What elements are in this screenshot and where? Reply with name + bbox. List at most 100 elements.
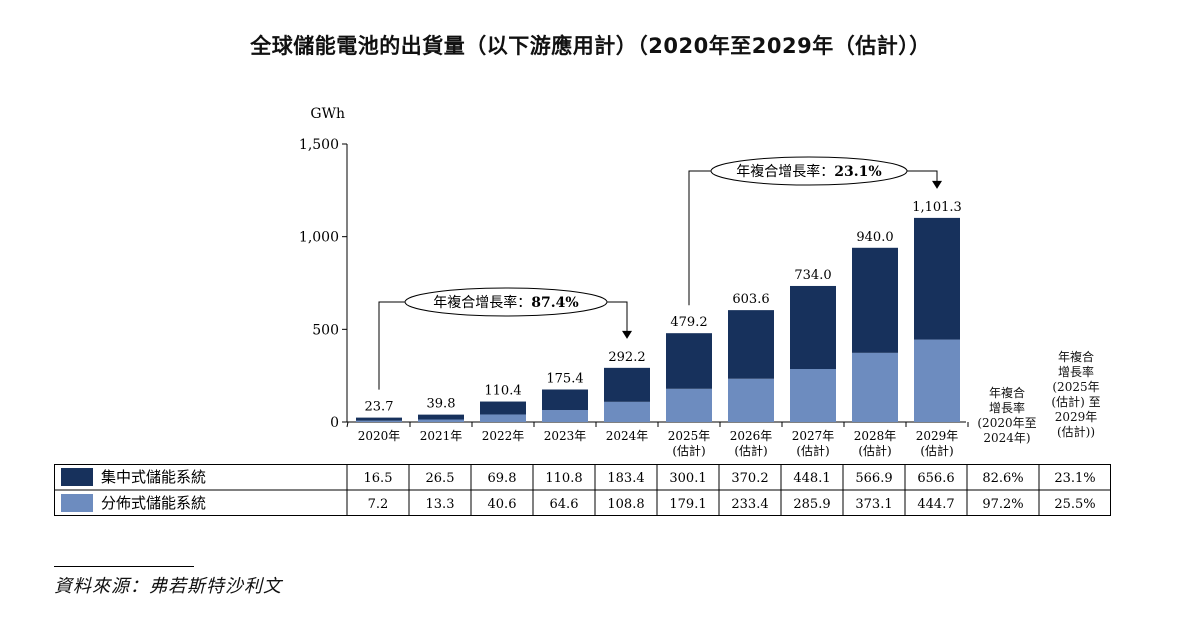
y-tick-label: 1,500 bbox=[299, 137, 339, 153]
y-tick-label: 500 bbox=[312, 322, 339, 338]
x-tick-label: 2022年 bbox=[482, 429, 525, 443]
cagr-bracket-left bbox=[688, 170, 711, 306]
table-cell: 64.6 bbox=[550, 497, 579, 512]
bar-total-label: 39.8 bbox=[427, 397, 456, 412]
source-note: 資料來源：弗若斯特沙利文 bbox=[54, 576, 282, 597]
x-tick-label: 2028年 bbox=[854, 429, 897, 443]
bar-total-label: 175.4 bbox=[546, 371, 583, 386]
y-tick-label: 0 bbox=[330, 415, 339, 431]
table-cell: 448.1 bbox=[793, 471, 830, 486]
bar-distributed-2025年 bbox=[666, 388, 712, 422]
table-cell: 370.2 bbox=[731, 471, 768, 486]
x-tick-label: 2021年 bbox=[420, 429, 463, 443]
bar-total-label: 940.0 bbox=[856, 230, 893, 245]
cagr-header-line: (估計)) bbox=[1056, 425, 1096, 439]
table-cell: 300.1 bbox=[669, 471, 706, 486]
x-tick-sublabel: (估計) bbox=[920, 443, 953, 458]
table-cell-cagr: 23.1% bbox=[1054, 471, 1095, 486]
x-tick-label: 2029年 bbox=[916, 429, 959, 443]
bar-centralized-2028年 bbox=[852, 247, 898, 353]
cagr-header-line: 年複合 bbox=[1057, 350, 1094, 364]
bar-total-label: 1,101.3 bbox=[912, 200, 962, 215]
cagr-header-line: 2029年 bbox=[1054, 410, 1098, 424]
bar-distributed-2026年 bbox=[728, 378, 774, 422]
cagr-header-line: (估計) 至 bbox=[1051, 395, 1101, 409]
data-table: 集中式儲能系統 16.5 26.5 69.8 110.8 183.4 300.1 370.2 4… bbox=[54, 464, 1111, 516]
cagr-header-line: 2024年) bbox=[983, 431, 1031, 445]
bar-total-label: 110.4 bbox=[484, 384, 521, 399]
cagr-arrowhead bbox=[622, 330, 632, 339]
table-cell: 285.9 bbox=[793, 497, 830, 512]
table-cell: 233.4 bbox=[731, 497, 768, 512]
table-cell: 13.3 bbox=[426, 497, 455, 512]
x-tick-sublabel: (估計) bbox=[858, 443, 891, 458]
bar-centralized-2029年 bbox=[914, 217, 960, 340]
source-divider bbox=[54, 566, 194, 567]
bar-centralized-2020年 bbox=[356, 417, 402, 421]
x-tick-label: 2025年 bbox=[668, 429, 711, 443]
x-tick-sublabel: (估計) bbox=[796, 443, 829, 458]
table-cell: 110.8 bbox=[545, 471, 582, 486]
cagr-header-2025-2029: 年複合 增長率 (2025年 (估計) 至 2029年 (估計)) bbox=[1040, 350, 1112, 440]
cagr-oval bbox=[404, 287, 608, 317]
legend-swatch bbox=[61, 494, 93, 512]
bar-distributed-2023年 bbox=[542, 410, 588, 422]
x-tick-sublabel: (估計) bbox=[734, 443, 767, 458]
table-cell: 179.1 bbox=[669, 497, 706, 512]
table-cell: 69.8 bbox=[488, 471, 517, 486]
cagr-annotation-value: 23.1% bbox=[834, 164, 881, 180]
bar-distributed-2029年 bbox=[914, 339, 960, 422]
bar-total-label: 292.2 bbox=[608, 350, 645, 365]
y-axis-unit-label: GWh bbox=[310, 106, 345, 122]
x-tick-label: 2026年 bbox=[730, 429, 773, 443]
bar-total-label: 23.7 bbox=[365, 400, 394, 415]
legend-label: 集中式儲能系統 bbox=[101, 468, 206, 486]
x-tick-sublabel: (估計) bbox=[672, 443, 705, 458]
cagr-annotation-text: 年複合增長率：87.4% bbox=[433, 294, 578, 311]
cagr-oval bbox=[710, 156, 908, 186]
cagr-arrowhead bbox=[932, 180, 942, 189]
chart-title: 全球儲能電池的出貨量（以下游應用計）（2020年至2029年（估計）） bbox=[250, 34, 931, 58]
bar-centralized-2022年 bbox=[480, 401, 526, 415]
table-cell-cagr: 97.2% bbox=[982, 497, 1023, 512]
table-cell: 183.4 bbox=[607, 471, 644, 486]
table-cell: 26.5 bbox=[426, 471, 455, 486]
table-cell: 40.6 bbox=[488, 497, 517, 512]
cagr-annotation-label: 年複合增長率： bbox=[433, 294, 531, 311]
table-cell: 656.6 bbox=[917, 471, 954, 486]
bar-centralized-2025年 bbox=[666, 333, 712, 389]
cagr-bracket-right bbox=[907, 170, 938, 188]
cagr-header-line: (2025年 bbox=[1052, 380, 1100, 394]
bar-centralized-2023年 bbox=[542, 389, 588, 411]
cagr-bracket-right bbox=[607, 301, 628, 338]
table-cell: 444.7 bbox=[917, 497, 954, 512]
y-tick-label: 1,000 bbox=[299, 230, 339, 246]
bar-distributed-2020年 bbox=[356, 420, 402, 422]
bar-centralized-2027年 bbox=[790, 285, 836, 370]
cagr-header-2020-2024: 年複合 增長率 (2020年至 2024年) bbox=[972, 386, 1042, 446]
bar-total-label: 603.6 bbox=[732, 292, 769, 307]
table-cell: 566.9 bbox=[855, 471, 892, 486]
cagr-header-line: 年複合 bbox=[988, 386, 1025, 400]
bar-total-label: 479.2 bbox=[670, 315, 707, 330]
table-cell: 16.5 bbox=[364, 471, 393, 486]
x-tick-label: 2024年 bbox=[606, 429, 649, 443]
table-cell: 108.8 bbox=[607, 497, 644, 512]
bar-centralized-2024年 bbox=[604, 367, 650, 402]
cagr-header-line: (2020年至 bbox=[977, 416, 1037, 430]
x-tick-label: 2027年 bbox=[792, 429, 835, 443]
cagr-header-line: 增長率 bbox=[988, 401, 1025, 415]
x-tick bbox=[346, 421, 349, 428]
bar-centralized-2021年 bbox=[418, 414, 464, 420]
x-tick-label: 2023年 bbox=[544, 429, 587, 443]
table-cell: 7.2 bbox=[368, 497, 389, 512]
table-cell-cagr: 25.5% bbox=[1054, 497, 1095, 512]
table-cell: 373.1 bbox=[855, 497, 892, 512]
legend-swatch bbox=[61, 468, 93, 486]
table-cell-cagr: 82.6% bbox=[982, 471, 1023, 486]
legend-label: 分佈式儲能系統 bbox=[101, 494, 206, 512]
bar-total-label: 734.0 bbox=[794, 268, 831, 283]
bar-distributed-2027年 bbox=[790, 369, 836, 422]
bar-distributed-2024年 bbox=[604, 401, 650, 422]
